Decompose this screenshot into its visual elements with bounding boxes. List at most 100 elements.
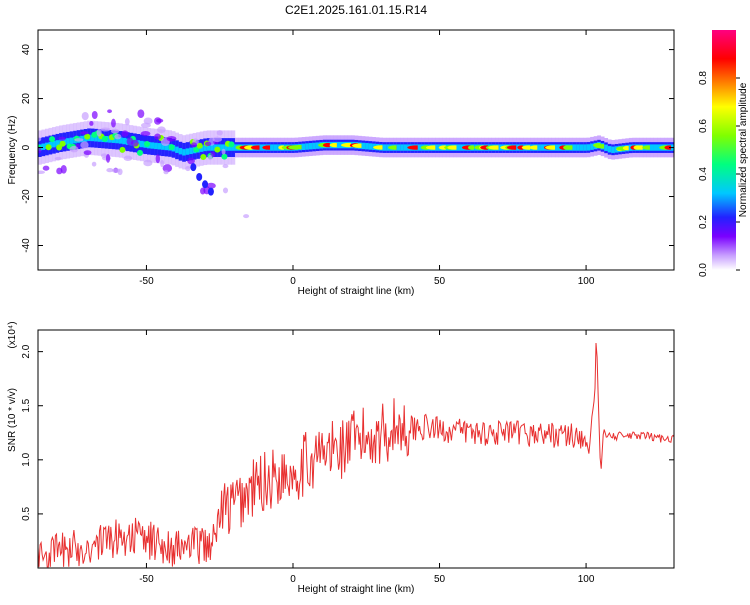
spectrogram-core — [540, 144, 545, 151]
snr-panel: -50 0 50 100 0.5 1.0 1.5 2.0 Height of straight… — [7, 321, 675, 595]
spectrogram-noise — [191, 142, 197, 148]
spectrogram-blob — [168, 144, 175, 151]
snr-y-tick-label: 1.5 — [21, 398, 32, 412]
spectrogram-core — [139, 140, 144, 148]
colorbar-tick-label: 0.0 — [698, 263, 709, 277]
spectrogram-noise — [91, 161, 97, 167]
snr-y-tick-label: 2.0 — [21, 344, 32, 358]
spectrogram-noise — [105, 153, 111, 163]
snr-y-label: SNR (10 * v/v) — [7, 388, 18, 452]
snr-y-tick-label: 0.5 — [21, 507, 32, 521]
spectrogram-noise — [185, 166, 191, 172]
spectrogram-noise — [155, 154, 161, 164]
spectrogram-core — [649, 144, 654, 151]
spectrogram-core — [161, 143, 165, 150]
spectrogram-core — [270, 144, 274, 151]
colorbar-tick-label: 0.4 — [698, 167, 709, 181]
spectrogram-core — [178, 148, 183, 155]
spectrogram-noise — [111, 168, 121, 173]
spectrogram-noise — [154, 133, 161, 140]
spectrogram-noise — [143, 159, 153, 167]
spectrogram-noise — [106, 167, 114, 173]
spectrogram-y-tick-label: 0 — [21, 144, 32, 150]
spectrogram-core — [396, 144, 401, 151]
spectrogram-noise — [156, 118, 164, 123]
colorbar-tick-label: 0.8 — [698, 71, 709, 85]
spectrogram-core — [368, 143, 373, 150]
spectrogram-blob — [56, 144, 63, 151]
spectrogram-noise — [110, 128, 120, 134]
spectrogram-core — [604, 144, 609, 151]
spectrogram-core — [579, 144, 584, 151]
spectrogram-core — [150, 142, 155, 149]
spectrogram-core — [154, 142, 158, 150]
spectrogram-core — [576, 144, 580, 151]
spectrogram-core — [118, 137, 123, 144]
spectrogram-core — [653, 144, 658, 151]
spectrogram-noise — [222, 164, 229, 169]
snr-x-tick-label: -50 — [139, 574, 154, 585]
spectrogram-noise — [221, 148, 226, 155]
spectrogram-noise — [163, 170, 169, 175]
colorbar-label: Normalized spectral amplitude — [738, 82, 749, 217]
spectrogram-core — [111, 136, 116, 143]
spectrogram-axes: -50 0 50 100 40 20 0 -20 -40 — [21, 30, 674, 287]
spectrogram-core — [90, 134, 95, 142]
spectrogram-core — [203, 144, 208, 152]
spectrogram-y-label: Frequency (Hz) — [7, 116, 18, 185]
spectrogram-noise — [107, 109, 112, 114]
spectrogram-core — [115, 136, 120, 144]
spectrogram-blob — [200, 154, 207, 161]
spectrogram-noise — [58, 136, 66, 141]
spectrogram-noise — [243, 214, 250, 219]
spectrogram-blob — [84, 133, 91, 140]
spectrogram-core — [69, 137, 74, 144]
spectrogram-core — [52, 141, 56, 148]
spectrogram-blob — [214, 146, 221, 153]
snr-y-tick-label: 1.0 — [21, 452, 32, 466]
snr-frame — [37, 329, 675, 569]
spectrogram-noise — [216, 130, 223, 136]
spectrogram-core — [210, 144, 215, 151]
colorbar-tick-label: 0.6 — [698, 119, 709, 133]
snr-x-label: Height of straight line (km) — [298, 584, 415, 595]
spectrogram-core — [315, 142, 320, 149]
spectrogram-core — [400, 144, 405, 151]
spectrogram-core — [305, 143, 310, 150]
spectrogram-blob — [196, 142, 203, 149]
spectrogram-core — [382, 144, 387, 151]
spectrogram-core — [555, 144, 559, 151]
spectrogram-y-tick-label: -40 — [21, 238, 32, 253]
spectrogram-core — [189, 147, 194, 155]
spectrogram-y-tick-label: -20 — [21, 189, 32, 204]
snr-axes: -50 0 50 100 0.5 1.0 1.5 2.0 — [21, 330, 674, 585]
spectrogram-noise — [42, 165, 50, 171]
spectrogram-core — [537, 144, 542, 151]
colorbar-axes: 0.0 0.2 0.4 0.6 0.8 — [698, 71, 740, 277]
spectrogram-heatmap — [38, 109, 674, 219]
spectrogram-x-label: Height of straight line (km) — [298, 286, 415, 297]
spectrogram-core — [41, 143, 46, 150]
spectrogram-noise — [114, 133, 122, 140]
spectrogram-core — [227, 144, 232, 151]
snr-line-layer — [38, 342, 674, 568]
spectrogram-core — [259, 144, 264, 151]
spectrogram-noise — [143, 117, 153, 125]
spectrogram-noise — [111, 118, 116, 128]
spectrogram-core — [361, 142, 366, 150]
spectrogram-noise — [74, 138, 84, 142]
spectrogram-core — [657, 144, 661, 151]
snr-x-tick-label: 50 — [434, 574, 446, 585]
spectrogram-core — [55, 140, 60, 147]
spectrogram-core — [308, 143, 313, 150]
spectrogram-core — [66, 138, 70, 145]
snr-series-line — [38, 342, 674, 568]
spectrogram-frame — [37, 29, 675, 271]
spectrogram-blob — [119, 146, 126, 153]
spectrogram-noise — [200, 187, 206, 195]
spectrogram-noise — [206, 182, 216, 189]
spectrogram-core — [199, 145, 204, 152]
spectrogram-core — [164, 143, 169, 151]
spectrogram-core — [224, 144, 229, 151]
